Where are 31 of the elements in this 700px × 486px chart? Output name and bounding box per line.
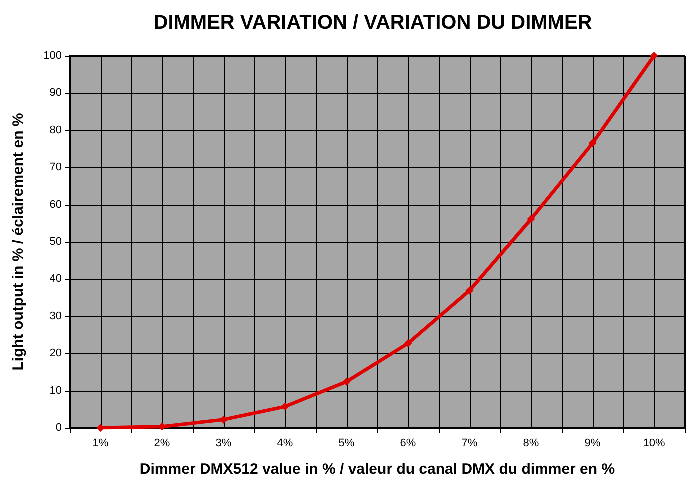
x-tick-label: 4% xyxy=(277,438,294,450)
y-tick-label: 0 xyxy=(56,422,62,434)
x-tick-label: 5% xyxy=(338,438,355,450)
x-tick-label: 3% xyxy=(216,438,232,450)
x-tick-label: 6% xyxy=(400,438,416,450)
y-tick-label: 90 xyxy=(50,87,62,100)
point xyxy=(404,340,412,348)
y-tick-label: 70 xyxy=(50,162,62,174)
point xyxy=(588,139,597,148)
x-tick-label: 10% xyxy=(643,438,666,450)
point xyxy=(466,286,474,295)
x-axis-title: Dimmer DMX512 value in % / valeur du canal DMX du dimmer en % xyxy=(140,461,616,478)
y-tick-label: 10 xyxy=(50,384,62,397)
y-tick-label: 20 xyxy=(50,348,62,360)
y-tick-label: 60 xyxy=(50,198,62,211)
point xyxy=(650,52,658,60)
y-axis-title: Light output in % / éclairement en % xyxy=(10,113,27,371)
y-tick-label: 100 xyxy=(44,50,62,62)
x-tick-label: 8% xyxy=(523,438,540,450)
y-tick-label: 40 xyxy=(50,273,62,286)
point xyxy=(281,402,290,411)
x-tick-label: 9% xyxy=(584,438,601,450)
y-tick-label: 80 xyxy=(50,124,62,136)
y-tick-label: 50 xyxy=(50,236,62,248)
x-tick-label: 1% xyxy=(92,438,109,450)
chart-title: DIMMER VARIATION / VARIATION DU DIMMER xyxy=(154,12,593,34)
x-tick-label: 7% xyxy=(462,438,478,450)
point xyxy=(342,378,351,386)
x-tick-label: 2% xyxy=(154,438,170,450)
point xyxy=(527,215,536,224)
y-tick-label: 30 xyxy=(50,310,62,322)
